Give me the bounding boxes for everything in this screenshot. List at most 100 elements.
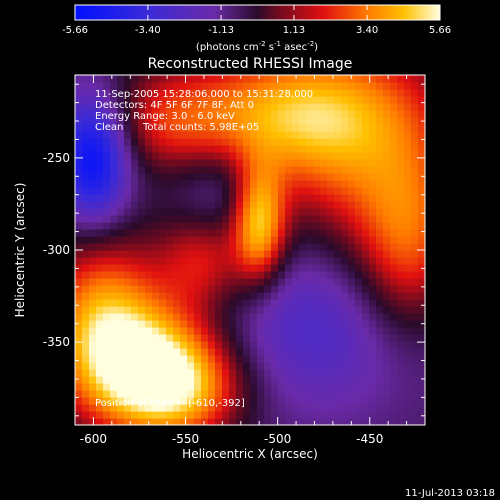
heatmap-cell — [166, 229, 174, 237]
heatmap-cell — [159, 348, 167, 356]
heatmap-cell — [96, 152, 104, 160]
heatmap-cell — [117, 166, 125, 174]
heatmap-cell — [145, 411, 153, 419]
heatmap-cell — [173, 117, 181, 125]
heatmap-cell — [264, 166, 272, 174]
heatmap-cell — [397, 306, 405, 314]
heatmap-cell — [411, 285, 419, 293]
heatmap-cell — [180, 264, 188, 272]
heatmap-cell — [313, 89, 321, 97]
heatmap-cell — [75, 222, 83, 230]
heatmap-cell — [306, 250, 314, 258]
heatmap-cell — [152, 236, 160, 244]
heatmap-cell — [355, 208, 363, 216]
heatmap-cell — [320, 236, 328, 244]
heatmap-cell — [264, 75, 272, 83]
heatmap-cell — [180, 236, 188, 244]
heatmap-cell — [131, 201, 139, 209]
heatmap-cell — [285, 124, 293, 132]
heatmap-cell — [117, 390, 125, 398]
heatmap-cell — [278, 243, 286, 251]
heatmap-cell — [159, 278, 167, 286]
heatmap-cell — [327, 110, 335, 118]
heatmap-cell — [334, 390, 342, 398]
heatmap-cell — [138, 208, 146, 216]
heatmap-cell — [117, 404, 125, 412]
heatmap-cell — [376, 180, 384, 188]
heatmap-cell — [341, 194, 349, 202]
heatmap-cell — [180, 390, 188, 398]
heatmap-cell — [390, 82, 398, 90]
heatmap-cell — [243, 194, 251, 202]
heatmap-cell — [82, 208, 90, 216]
heatmap-cell — [341, 75, 349, 83]
heatmap-cell — [236, 390, 244, 398]
heatmap-cell — [222, 152, 230, 160]
heatmap-cell — [75, 369, 83, 377]
heatmap-cell — [187, 320, 195, 328]
heatmap-cell — [285, 222, 293, 230]
heatmap-cell — [124, 397, 132, 405]
heatmap-cell — [278, 264, 286, 272]
heatmap-cell — [397, 341, 405, 349]
heatmap-cell — [131, 75, 139, 83]
heatmap-cell — [348, 173, 356, 181]
heatmap-cell — [236, 194, 244, 202]
heatmap-cell — [418, 215, 425, 223]
heatmap-cell — [166, 292, 174, 300]
heatmap-cell — [236, 103, 244, 111]
heatmap-cell — [159, 208, 167, 216]
heatmap-cell — [362, 257, 370, 265]
heatmap-cell — [82, 110, 90, 118]
heatmap-cell — [236, 404, 244, 412]
heatmap-cell — [201, 390, 209, 398]
heatmap-cell — [299, 271, 307, 279]
heatmap-cell — [201, 82, 209, 90]
heatmap-cell — [334, 194, 342, 202]
heatmap-cell — [404, 117, 412, 125]
heatmap-cell — [376, 89, 384, 97]
heatmap-cell — [152, 397, 160, 405]
heatmap-cell — [334, 271, 342, 279]
heatmap-cell — [236, 138, 244, 146]
heatmap-cell — [313, 334, 321, 342]
heatmap-cell — [327, 355, 335, 363]
heatmap-cell — [369, 397, 377, 405]
heatmap-cell — [187, 166, 195, 174]
heatmap-cell — [320, 327, 328, 335]
heatmap-cell — [341, 131, 349, 139]
heatmap-cell — [348, 124, 356, 132]
heatmap-cell — [257, 75, 265, 83]
heatmap-cell — [201, 75, 209, 83]
heatmap-cell — [418, 334, 425, 342]
heatmap-cell — [173, 341, 181, 349]
heatmap-cell — [103, 278, 111, 286]
heatmap-cell — [180, 313, 188, 321]
heatmap-cell — [159, 75, 167, 83]
heatmap-cell — [348, 257, 356, 265]
heatmap-cell — [131, 327, 139, 335]
heatmap-cell — [215, 383, 223, 391]
heatmap-cell — [215, 117, 223, 125]
heatmap-cell — [138, 229, 146, 237]
heatmap-cell — [215, 341, 223, 349]
heatmap-cell — [110, 159, 118, 167]
heatmap-cell — [215, 355, 223, 363]
heatmap-cell — [145, 180, 153, 188]
heatmap-cell — [306, 264, 314, 272]
heatmap-cell — [306, 152, 314, 160]
heatmap-cell — [355, 250, 363, 258]
heatmap-cell — [229, 236, 237, 244]
heatmap-cell — [369, 320, 377, 328]
heatmap-cell — [82, 334, 90, 342]
heatmap-cell — [376, 215, 384, 223]
heatmap-cell — [271, 278, 279, 286]
heatmap-cell — [404, 166, 412, 174]
heatmap-cell — [334, 278, 342, 286]
heatmap-cell — [208, 355, 216, 363]
heatmap-cell — [376, 236, 384, 244]
heatmap-cell — [152, 222, 160, 230]
heatmap-cell — [229, 271, 237, 279]
heatmap-cell — [362, 75, 370, 83]
heatmap-cell — [341, 173, 349, 181]
